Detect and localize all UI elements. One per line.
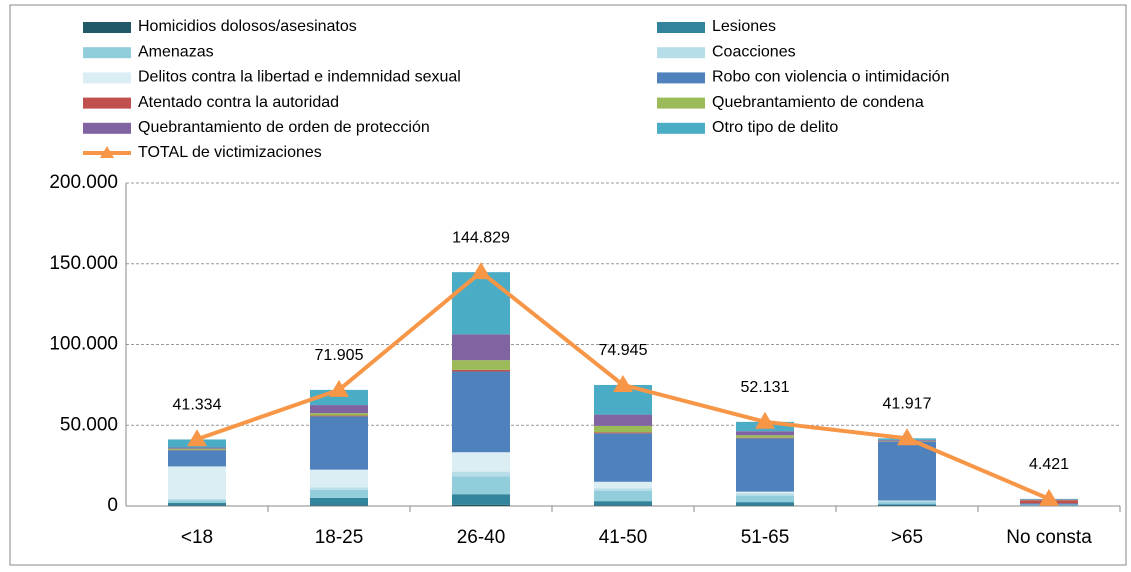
bar-segment: [452, 476, 510, 494]
bar-segment: [594, 501, 652, 505]
y-tick-label: 150.000: [49, 253, 118, 274]
bar-segment: [452, 505, 510, 506]
y-tick-label: 0: [107, 495, 118, 516]
bar-segment: [310, 405, 368, 413]
bar-segment: [736, 438, 794, 439]
bar-segment: [736, 431, 794, 435]
legend-swatch: [83, 72, 131, 83]
bar-segment: [594, 482, 652, 488]
bar-segment: [594, 415, 652, 426]
y-tick-label: 50.000: [60, 414, 118, 435]
bar-segment: [310, 498, 368, 505]
bar-segment: [736, 502, 794, 505]
x-tick-label: No consta: [1006, 527, 1092, 548]
legend-swatch: [83, 98, 131, 109]
legend-swatch: [657, 72, 705, 83]
bar-segment: [594, 433, 652, 481]
bar-segment: [452, 360, 510, 370]
bar-segment: [736, 496, 794, 502]
legend-label: Quebrantamiento de orden de protección: [138, 119, 430, 136]
bar-segment: [594, 432, 652, 433]
legend-label: Lesiones: [712, 18, 776, 35]
bar-segment: [310, 416, 368, 469]
bar-segment: [310, 490, 368, 498]
x-tick-label: <18: [181, 527, 213, 548]
bar-segment: [736, 505, 794, 506]
bar-segment: [736, 493, 794, 495]
bar-segment: [736, 492, 794, 494]
bar-segment: [452, 370, 510, 372]
bar-segment: [452, 371, 510, 452]
bar-segment: [452, 272, 510, 334]
data-label: 41.334: [173, 396, 222, 413]
bar-segment: [594, 488, 652, 490]
legend-swatch: [657, 98, 705, 109]
legend-label: Amenazas: [138, 43, 214, 60]
legend-label: Atentado contra la autoridad: [138, 94, 339, 111]
data-label: 4.421: [1029, 456, 1069, 473]
bar-segment: [310, 487, 368, 489]
x-tick-label: 51-65: [741, 527, 790, 548]
bar-segment: [452, 452, 510, 471]
x-tick-label: 18-25: [315, 527, 364, 548]
legend-swatch: [657, 47, 705, 58]
legend-label: Robo con violencia o intimidación: [712, 69, 949, 86]
bar-segment: [310, 505, 368, 506]
legend-label: Otro tipo de delito: [712, 119, 838, 136]
legend-swatch: [657, 123, 705, 134]
bar-segment: [736, 435, 794, 437]
bar-segment: [594, 426, 652, 432]
bar-segment: [878, 502, 936, 504]
bar-segment: [594, 505, 652, 506]
bar-segment: [168, 466, 226, 498]
bar-segment: [310, 413, 368, 415]
y-tick-label: 100.000: [49, 334, 118, 355]
bar-segment: [594, 491, 652, 501]
legend-label: TOTAL de victimizaciones: [138, 144, 322, 161]
bar-segment: [168, 450, 226, 466]
bar-segment: [168, 505, 226, 506]
bar-segment: [168, 500, 226, 502]
data-label: 41.917: [883, 396, 932, 413]
legend-label: Delitos contra la libertad e indemnidad …: [138, 69, 461, 86]
bar-segment: [452, 334, 510, 360]
legend-label: Homicidios dolosos/asesinatos: [138, 18, 357, 35]
bar-segment: [878, 504, 936, 505]
bar-segment: [168, 449, 226, 450]
y-tick-label: 200.000: [49, 172, 118, 193]
bar-segment: [878, 442, 936, 501]
data-label: 144.829: [452, 229, 510, 246]
bar-segment: [878, 501, 936, 502]
bar-segment: [452, 494, 510, 504]
data-label: 52.131: [741, 379, 790, 396]
x-tick-label: >65: [891, 527, 923, 548]
bar-segment: [168, 448, 226, 449]
legend-swatch: [83, 22, 131, 33]
data-label: 74.945: [599, 342, 648, 359]
legend-swatch: [83, 47, 131, 58]
legend-label: Quebrantamiento de condena: [712, 94, 924, 111]
legend-swatch: [657, 22, 705, 33]
bar-segment: [736, 438, 794, 491]
legend-label: Coacciones: [712, 43, 796, 60]
bar-segment: [310, 470, 368, 488]
bar-segment: [168, 499, 226, 501]
bar-segment: [168, 503, 226, 505]
bar-segment: [310, 416, 368, 417]
x-tick-label: 26-40: [457, 527, 506, 548]
bar-segment: [452, 472, 510, 477]
data-label: 71.905: [315, 347, 364, 364]
x-tick-label: 41-50: [599, 527, 648, 548]
legend-swatch: [83, 123, 131, 134]
